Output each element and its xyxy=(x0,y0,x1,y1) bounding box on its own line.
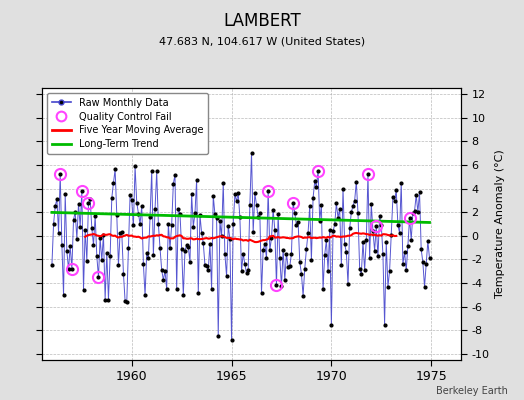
Text: Berkeley Earth: Berkeley Earth xyxy=(436,386,508,396)
Legend: Raw Monthly Data, Quality Control Fail, Five Year Moving Average, Long-Term Tren: Raw Monthly Data, Quality Control Fail, … xyxy=(47,93,208,154)
Text: LAMBERT: LAMBERT xyxy=(223,12,301,30)
Text: 47.683 N, 104.617 W (United States): 47.683 N, 104.617 W (United States) xyxy=(159,36,365,46)
Y-axis label: Temperature Anomaly (°C): Temperature Anomaly (°C) xyxy=(495,150,505,298)
